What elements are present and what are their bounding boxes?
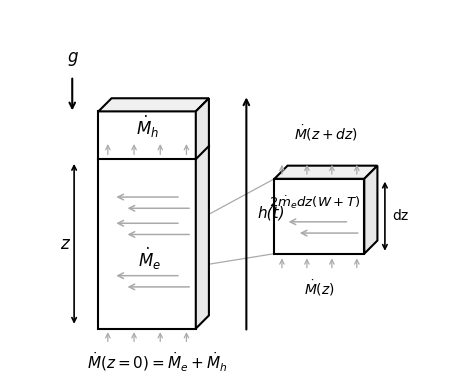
Text: $\dot{M}_e$: $\dot{M}_e$: [137, 246, 161, 272]
Polygon shape: [365, 166, 377, 254]
Text: $2\dot{m}_e dz(W+T)$: $2\dot{m}_e dz(W+T)$: [269, 194, 361, 211]
Text: $\dot{M}(z)$: $\dot{M}(z)$: [304, 278, 335, 298]
Text: z: z: [60, 235, 69, 253]
Text: $\dot{M}_h$: $\dot{M}_h$: [136, 114, 159, 140]
Text: dz: dz: [392, 209, 409, 223]
Text: h(t): h(t): [257, 206, 285, 221]
Polygon shape: [99, 98, 209, 111]
Polygon shape: [274, 179, 365, 254]
Polygon shape: [196, 98, 209, 329]
Text: $\dot{M}(z{=}0) = \dot{M}_e + \dot{M}_h$: $\dot{M}(z{=}0) = \dot{M}_e + \dot{M}_h$: [87, 351, 228, 374]
Text: $\dot{M}(z+dz)$: $\dot{M}(z+dz)$: [294, 124, 358, 143]
Polygon shape: [274, 166, 377, 179]
Text: g: g: [67, 48, 77, 66]
Polygon shape: [99, 111, 196, 329]
